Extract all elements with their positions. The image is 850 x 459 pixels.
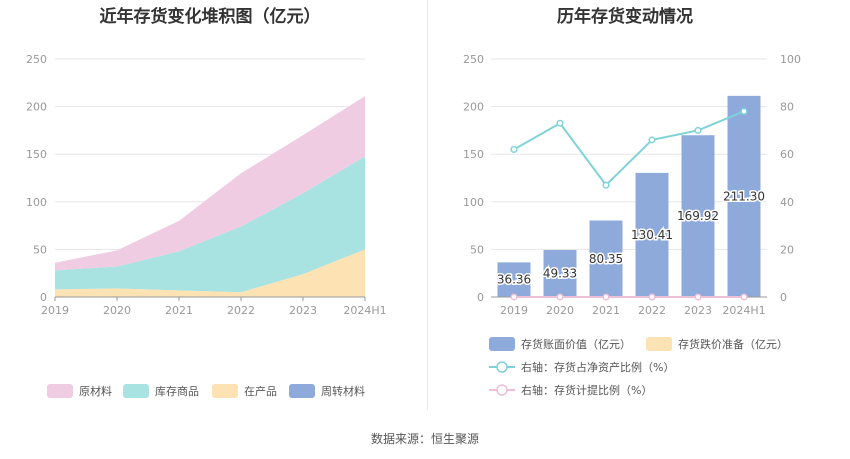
line-point	[556, 119, 564, 127]
legend-label-line: 右轴：存货计提比例（%）	[521, 383, 652, 397]
legend-label-周转材料: 周转材料	[321, 384, 365, 398]
right-y-tick-label: 100	[463, 196, 484, 209]
legend-label-bar-provision: 存货跌价准备（亿元）	[678, 337, 788, 351]
left-x-tick-label: 2024H1	[343, 304, 386, 317]
right-x-tick-label: 2020	[546, 304, 574, 317]
bar-value-label: 130.41	[631, 228, 673, 242]
right-y-tick-label: 50	[470, 243, 484, 256]
right-x-tick-label: 2021	[592, 304, 620, 317]
line-右轴：存货占净资产比例（%）	[513, 110, 745, 187]
right-x-tick-label: 2024H1	[722, 304, 765, 317]
right-chart-title: 历年存货变动情况	[557, 7, 693, 27]
left-y-tick-label: 50	[33, 243, 47, 256]
line-point	[694, 126, 702, 134]
legend-swatch-周转材料	[289, 384, 315, 398]
legend-label-bar-value: 存货账面价值（亿元）	[521, 337, 631, 351]
left-chart-title: 近年存货变化堆积图（亿元）	[99, 7, 321, 27]
left-x-tick-label: 2020	[103, 304, 131, 317]
line-point	[740, 107, 748, 115]
right-y-tick-label: 0	[477, 291, 484, 304]
bar-value-label: 36.36	[497, 273, 531, 287]
legend-swatch-原材料	[47, 384, 73, 398]
bar-2023	[681, 135, 715, 297]
left-x-tick-label: 2022	[227, 304, 255, 317]
area-库存商品	[55, 156, 365, 293]
area-原材料	[55, 96, 365, 271]
right-y2-tick-label: 40	[780, 196, 794, 209]
line-point	[510, 293, 518, 301]
right-x-tick-label: 2022	[638, 304, 666, 317]
line-point	[602, 293, 610, 301]
right-y2-tick-label: 80	[780, 101, 794, 114]
bar-2021	[589, 220, 623, 297]
line-point	[648, 136, 656, 144]
bar-value-label: 169.92	[677, 209, 719, 223]
left-x-tick-label: 2021	[165, 304, 193, 317]
legend-swatch-库存商品	[123, 384, 149, 398]
legend-swatch-bar-value	[489, 337, 515, 351]
legend-swatch-在产品	[212, 384, 238, 398]
line-point	[602, 181, 610, 189]
right-y2-tick-label: 0	[780, 291, 787, 304]
left-x-tick-label: 2019	[41, 304, 69, 317]
right-x-tick-label: 2019	[500, 304, 528, 317]
right-y-tick-label: 250	[463, 53, 484, 66]
right-y2-tick-label: 20	[780, 243, 794, 256]
line-point	[740, 293, 748, 301]
left-y-tick-label: 250	[26, 53, 47, 66]
line-point	[510, 145, 518, 153]
left-x-tick-label: 2023	[289, 304, 317, 317]
panel-divider	[427, 0, 428, 410]
area-在产品	[55, 249, 365, 297]
line-point	[694, 293, 702, 301]
left-y-tick-label: 100	[26, 196, 47, 209]
bar-value-label: 80.35	[589, 252, 623, 266]
right-y2-tick-label: 60	[780, 148, 794, 161]
legend-label-line: 右轴：存货占净资产比例（%）	[521, 360, 674, 374]
left-y-tick-label: 150	[26, 148, 47, 161]
left-y-tick-label: 0	[40, 291, 47, 304]
right-y-tick-label: 150	[463, 148, 484, 161]
bar-value-label: 49.33	[543, 267, 577, 281]
right-y2-tick-label: 100	[780, 53, 801, 66]
bar-2024H1	[727, 95, 761, 297]
left-y-tick-label: 200	[26, 101, 47, 114]
bar-2020	[543, 250, 577, 297]
line-point	[556, 293, 564, 301]
data-source-note: 数据来源：恒生聚源	[370, 432, 479, 446]
line-point	[648, 293, 656, 301]
legend-swatch-bar-provision	[646, 337, 672, 351]
legend-label-库存商品: 库存商品	[155, 384, 199, 398]
bar-2022	[635, 172, 669, 297]
right-x-tick-label: 2023	[684, 304, 712, 317]
legend-swatch-line-marker	[496, 384, 508, 396]
right-y-tick-label: 200	[463, 101, 484, 114]
legend-label-在产品: 在产品	[244, 384, 277, 398]
bar-value-label: 211.30	[723, 189, 765, 203]
legend-label-原材料: 原材料	[79, 384, 112, 398]
legend-swatch-line-marker	[496, 361, 508, 373]
bar-2019	[497, 262, 531, 297]
